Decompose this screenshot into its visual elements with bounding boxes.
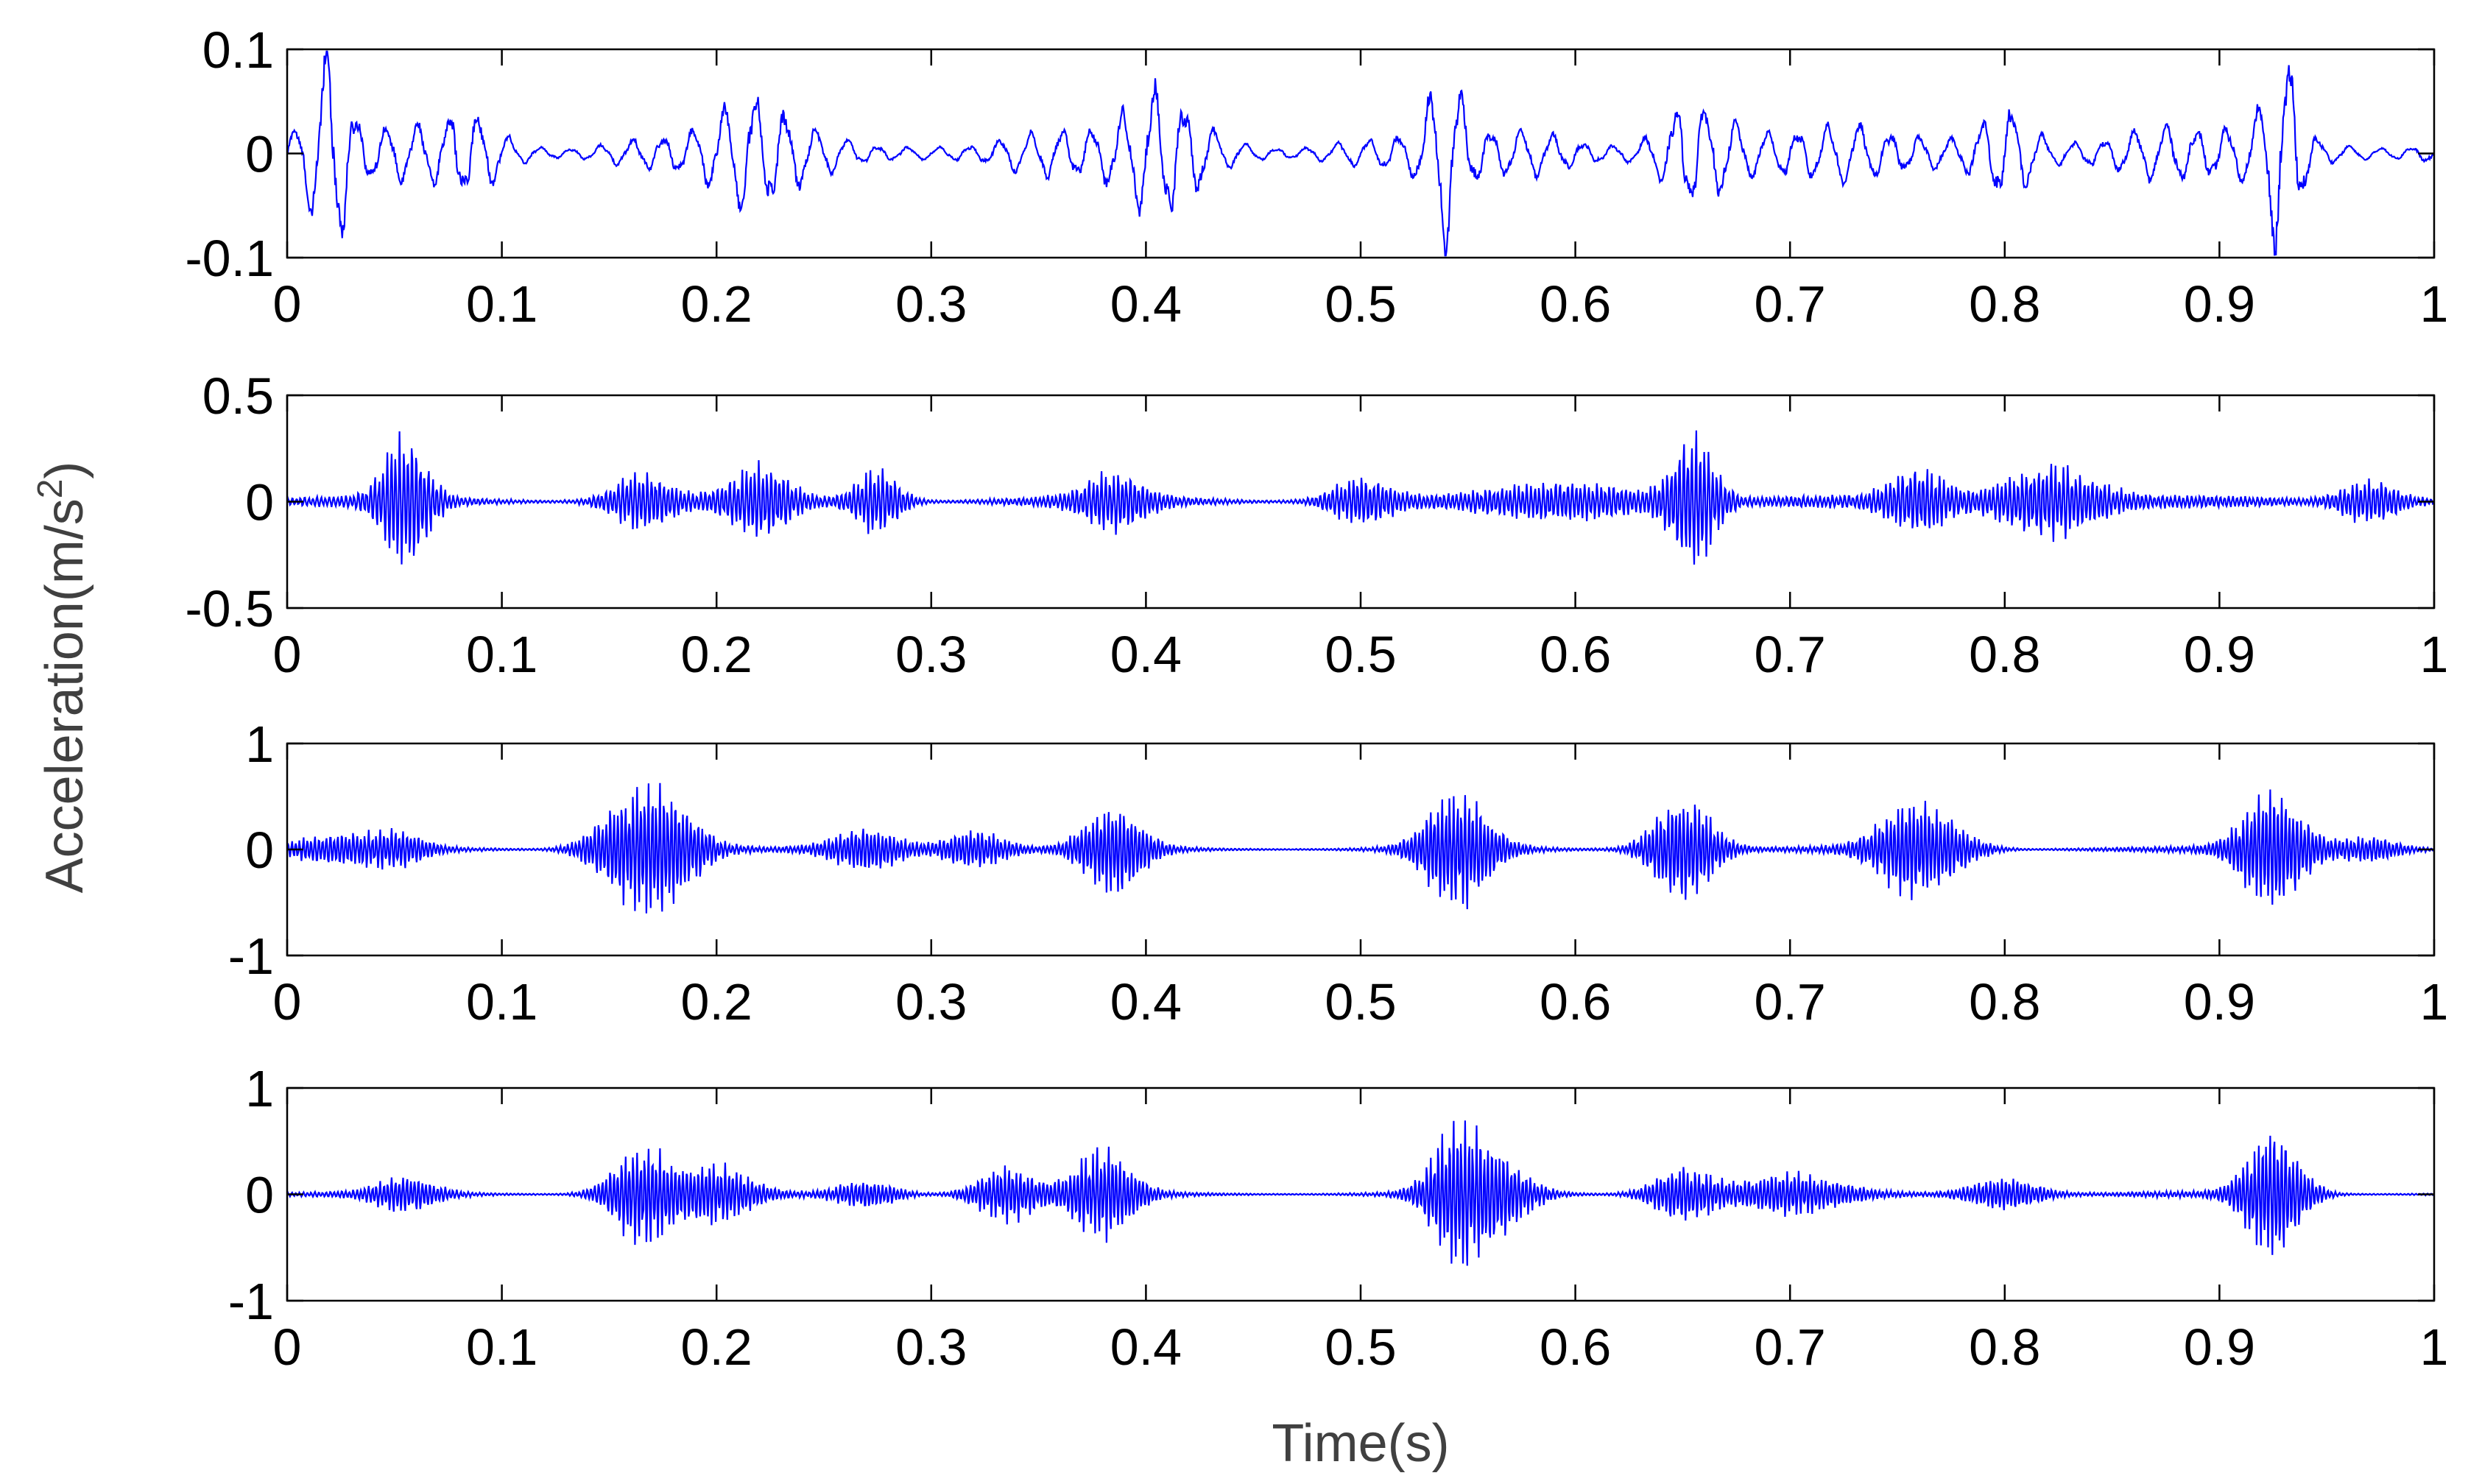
- y-tick-label: 0: [245, 822, 274, 879]
- x-tick-label: 0.6: [1540, 1318, 1611, 1376]
- signal-series-1: [286, 50, 2436, 257]
- signal-series-4: [286, 1120, 2435, 1266]
- x-tick-label: 0.3: [895, 626, 967, 683]
- x-tick-label: 0: [273, 973, 302, 1031]
- x-tick-label: 0.1: [466, 1318, 537, 1376]
- x-tick-label: 0.4: [1110, 1318, 1182, 1376]
- x-axis-label: Time(s): [1272, 1414, 1449, 1473]
- signal-series-3: [286, 782, 2435, 914]
- x-tick-label: 0.5: [1325, 275, 1396, 333]
- x-tick-label: 1: [2420, 626, 2449, 683]
- y-tick-label: 1: [245, 716, 274, 773]
- x-tick-label: 0.8: [1969, 973, 2040, 1031]
- y-axis-label-text: Acceleration(m/s: [35, 498, 94, 893]
- x-tick-label: 0.7: [1755, 626, 1826, 683]
- x-tick-label: 0.7: [1755, 275, 1826, 333]
- x-tick-label: 0.5: [1325, 973, 1396, 1031]
- x-tick-label: 0.4: [1110, 626, 1182, 683]
- x-tick-label: 0: [273, 1318, 302, 1376]
- subplot-2: 0 0.1 0.2 0.3 0.4 0.5 0.6 0.7 0.8 0.9 10.50-0.5: [185, 367, 2448, 683]
- x-tick-label: 1: [2420, 973, 2449, 1031]
- y-axis-label-close: ): [35, 462, 94, 479]
- y-tick-label: 0: [245, 1167, 274, 1224]
- x-tick-label: 0.8: [1969, 1318, 2040, 1376]
- x-tick-label: 0.3: [895, 973, 967, 1031]
- x-tick-label: 0.8: [1969, 626, 2040, 683]
- y-tick-label: -0.1: [185, 230, 274, 287]
- x-tick-label: 0.4: [1110, 275, 1182, 333]
- subplot-1: 0 0.1 0.2 0.3 0.4 0.5 0.6 0.7 0.8 0.9 10.10-0.1: [185, 21, 2448, 333]
- x-tick-label: 0.2: [681, 275, 752, 333]
- signal-series-2: [286, 430, 2435, 565]
- y-tick-label: 0.1: [202, 21, 274, 79]
- x-tick-label: 0.3: [895, 1318, 967, 1376]
- y-tick-label: -1: [228, 928, 274, 985]
- subplot-3: 0 0.1 0.2 0.3 0.4 0.5 0.6 0.7 0.8 0.9 110-1: [228, 716, 2449, 1031]
- x-tick-label: 0.6: [1540, 626, 1611, 683]
- x-tick-label: 0.2: [681, 1318, 752, 1376]
- x-tick-label: 0.9: [2184, 1318, 2255, 1376]
- x-tick-label: 0.7: [1755, 1318, 1826, 1376]
- y-axis-label: Acceleration(m/s2): [31, 462, 94, 894]
- y-tick-label: 1: [245, 1060, 274, 1117]
- x-tick-label: 0.5: [1325, 626, 1396, 683]
- y-axis-label-superscript: 2: [31, 479, 70, 499]
- x-tick-label: 0.3: [895, 275, 967, 333]
- x-tick-label: 0.8: [1969, 275, 2040, 333]
- y-tick-label: -1: [228, 1273, 274, 1330]
- x-tick-label: 0.6: [1540, 973, 1611, 1031]
- y-tick-label: -0.5: [185, 580, 274, 637]
- x-tick-label: 0.6: [1540, 275, 1611, 333]
- subplot-4: 0 0.1 0.2 0.3 0.4 0.5 0.6 0.7 0.8 0.9 110-1: [228, 1060, 2449, 1376]
- x-tick-label: 0.1: [466, 275, 537, 333]
- x-tick-label: 0.2: [681, 973, 752, 1031]
- x-tick-label: 0.2: [681, 626, 752, 683]
- x-tick-label: 0.9: [2184, 275, 2255, 333]
- x-tick-label: 1: [2420, 1318, 2449, 1376]
- x-tick-label: 0.5: [1325, 1318, 1396, 1376]
- x-tick-label: 1: [2420, 275, 2449, 333]
- x-tick-label: 0: [273, 626, 302, 683]
- y-tick-label: 0: [245, 474, 274, 531]
- x-tick-label: 0.4: [1110, 973, 1182, 1031]
- x-tick-label: 0.7: [1755, 973, 1826, 1031]
- x-tick-label: 0.1: [466, 973, 537, 1031]
- y-tick-label: 0.5: [202, 367, 274, 425]
- x-tick-label: 0.9: [2184, 626, 2255, 683]
- x-tick-label: 0.9: [2184, 973, 2255, 1031]
- x-tick-label: 0: [273, 275, 302, 333]
- x-tick-label: 0.1: [466, 626, 537, 683]
- y-tick-label: 0: [245, 126, 274, 183]
